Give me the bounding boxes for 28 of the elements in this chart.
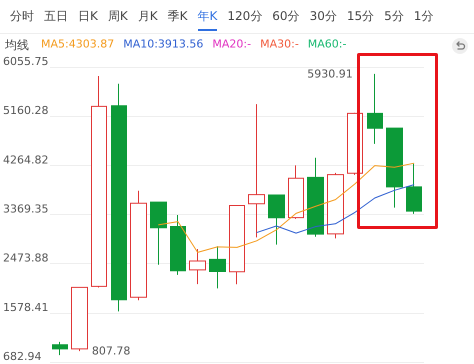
y-tick-label: 4264.82 — [3, 153, 48, 166]
y-tick-label: 6055.75 — [3, 55, 48, 68]
text: 五日 — [44, 8, 68, 25]
text: 5分 — [384, 8, 404, 25]
text: 季K — [168, 8, 188, 25]
text: 15分 — [346, 8, 374, 25]
annotation: 5930.91 — [307, 67, 353, 80]
text: 分时 — [10, 8, 34, 25]
text: 月K — [138, 8, 158, 25]
text: 30分 — [310, 8, 337, 25]
text: 60分 — [272, 8, 300, 25]
legend-label: MA60:- — [308, 38, 347, 50]
y-tick-label: 5160.28 — [3, 104, 48, 118]
y-tick-label: 2473.88 — [3, 252, 48, 265]
y-tick-label: 3369.35 — [3, 202, 48, 216]
text: 周K — [108, 8, 128, 25]
text: 均线 — [5, 37, 29, 54]
text: 日K — [78, 8, 98, 25]
text: 1分 — [414, 8, 434, 25]
legend-label: MA30:- — [260, 38, 299, 50]
annotation: 807.78 — [92, 344, 130, 358]
text: 120分 — [227, 8, 262, 25]
y-tick-label: 1578.41 — [3, 300, 48, 314]
text: MA5:4303.87 — [41, 38, 114, 50]
text: 年K — [198, 0, 218, 33]
y-tick-label: 682.94 — [3, 350, 42, 363]
text: MA10:3913.56 — [123, 38, 204, 50]
legend-label: MA20:- — [212, 38, 252, 50]
